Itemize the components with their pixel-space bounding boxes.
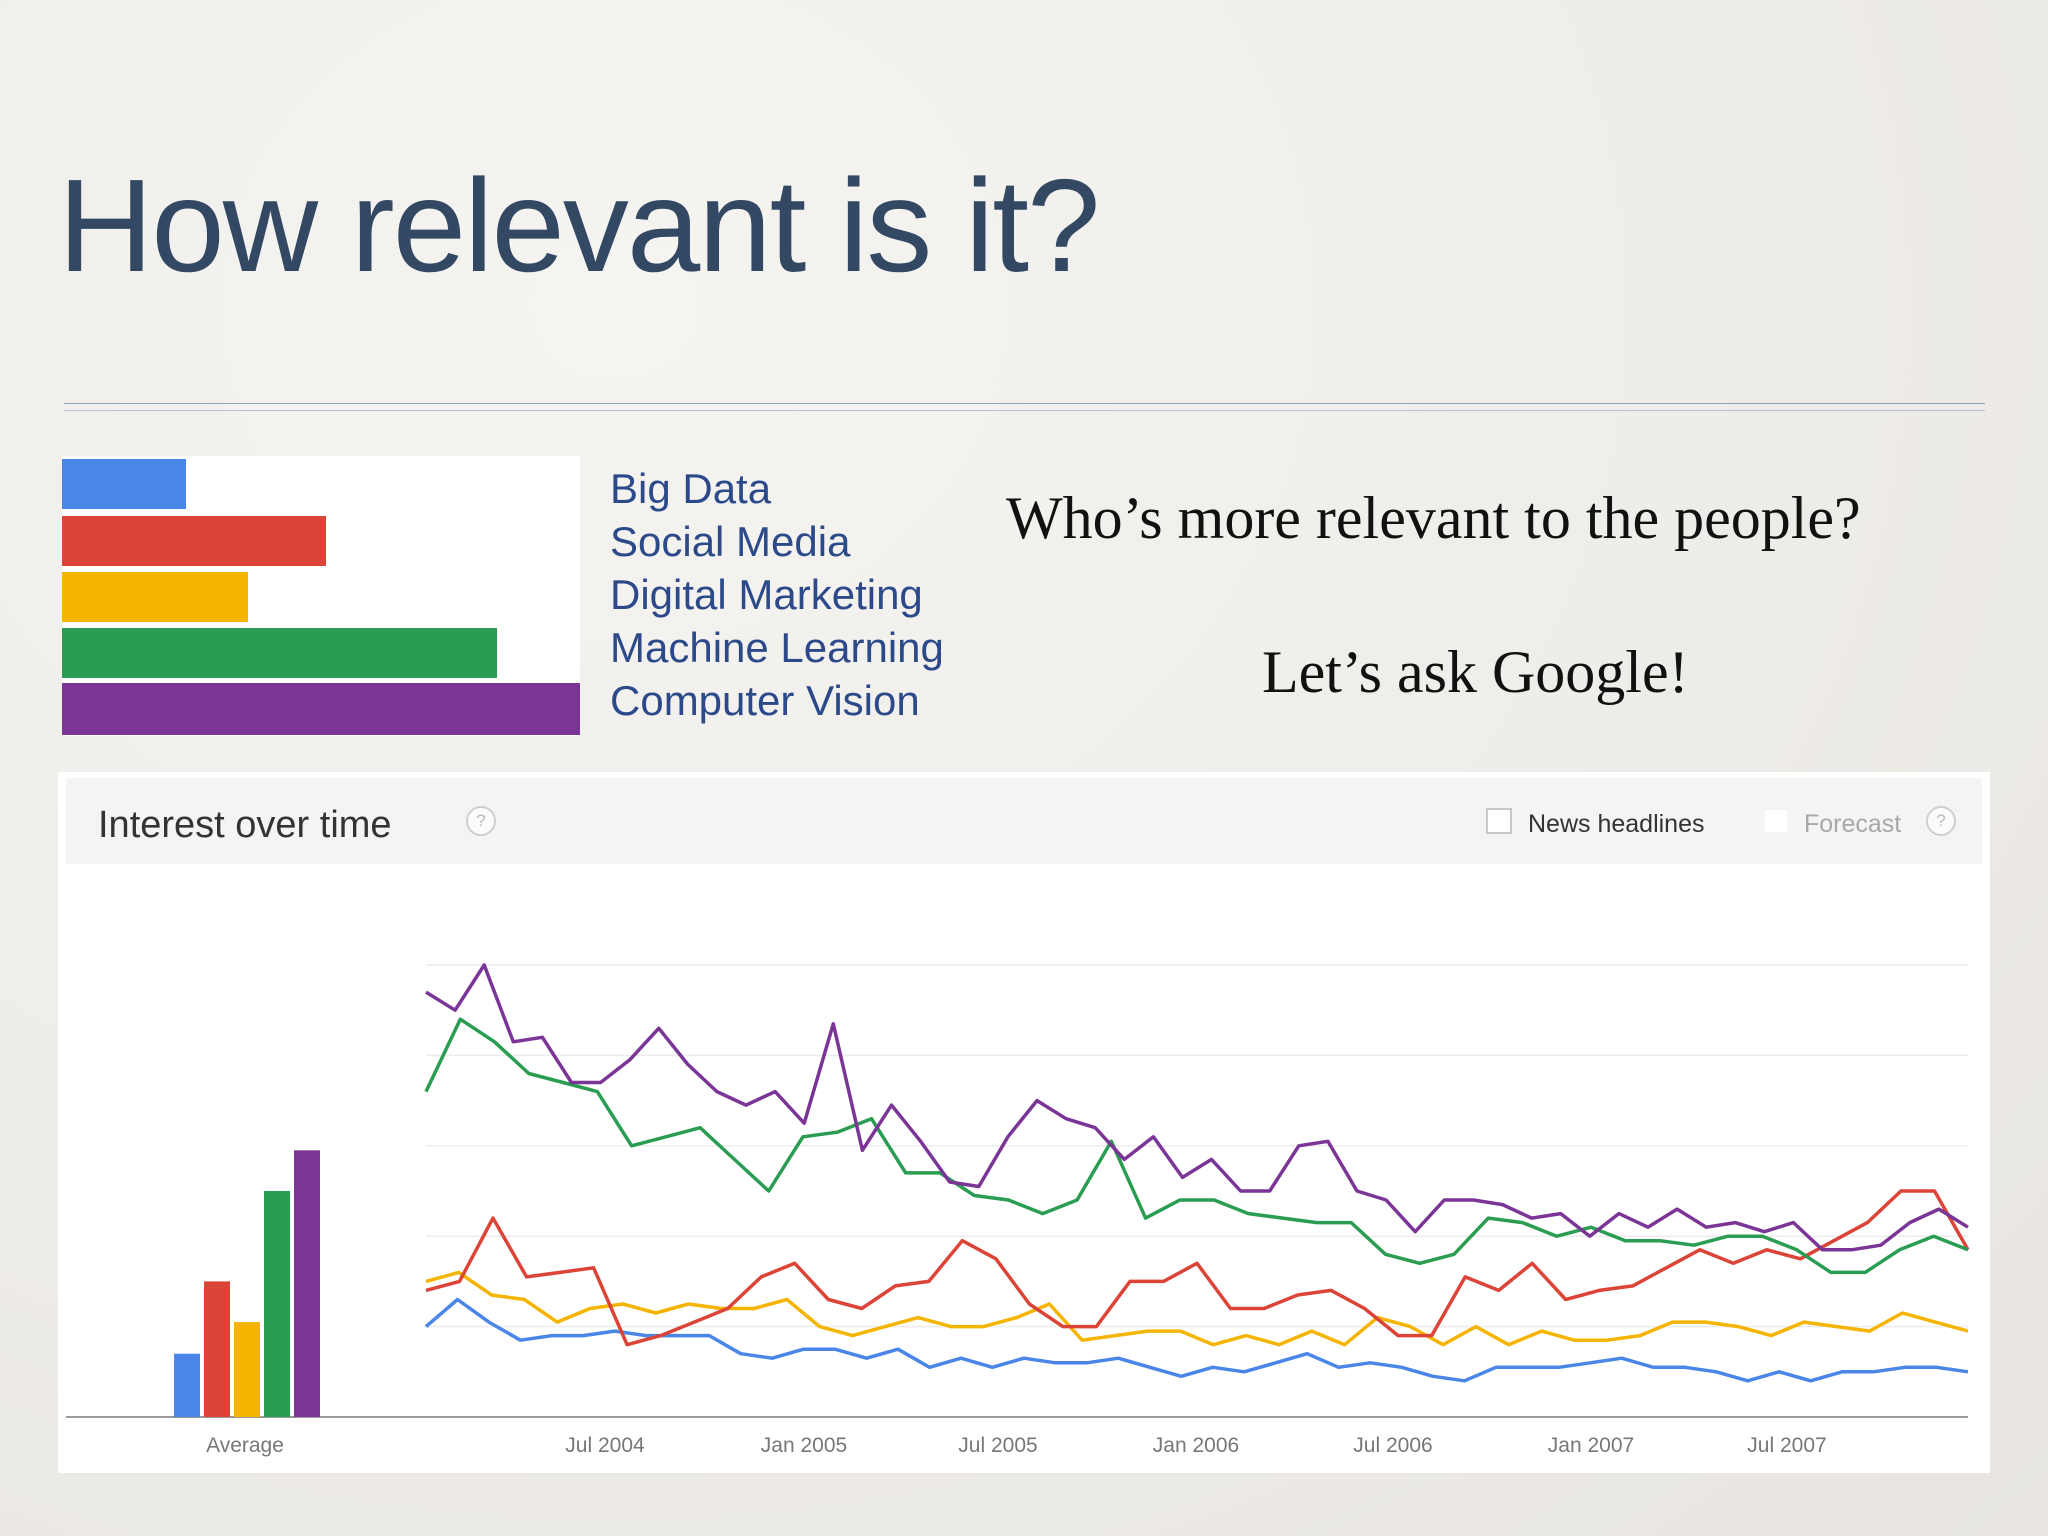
mini-bar-computer-vision <box>62 683 580 735</box>
forecast-checkbox[interactable] <box>1763 808 1789 834</box>
legend-item-digital-marketing: Digital Marketing <box>610 571 923 618</box>
forecast-help-icon[interactable]: ? <box>1926 806 1956 836</box>
mini-bar-digital-marketing <box>62 572 248 622</box>
news-headlines-label: News headlines <box>1528 810 1705 838</box>
title-divider <box>64 403 1985 404</box>
x-tick-label: Jan 2005 <box>761 1434 847 1457</box>
interest-over-time-panel: Interest over time ? News headlines Fore… <box>58 772 1990 1473</box>
panel-title: Interest over time <box>98 804 392 846</box>
legend-item-machine-learning: Machine Learning <box>610 624 944 671</box>
x-tick-label: Jul 2004 <box>565 1434 645 1457</box>
mini-bar-machine-learning <box>62 628 497 678</box>
legend-item-social-media: Social Media <box>610 518 851 565</box>
help-icon[interactable]: ? <box>466 806 496 836</box>
average-bar-big-data <box>174 1353 200 1417</box>
mini-bar-social-media <box>62 516 326 566</box>
slide-title: How relevant is it? <box>58 152 1100 299</box>
x-tick-label: Jan 2006 <box>1153 1434 1239 1457</box>
average-label: Average <box>206 1434 284 1457</box>
average-bar-computer-vision <box>294 1150 320 1417</box>
average-bar-social-media <box>204 1281 230 1417</box>
x-tick-label: Jul 2006 <box>1353 1434 1432 1457</box>
average-bar-digital-marketing <box>234 1322 260 1417</box>
news-headlines-checkbox[interactable] <box>1486 808 1512 834</box>
series-line-digital-marketing <box>425 1270 1969 1347</box>
series-line-computer-vision <box>425 963 1969 1252</box>
legend-item-computer-vision: Computer Vision <box>610 677 920 724</box>
ask-google-text: Let’s ask Google! <box>1262 639 1689 705</box>
mini-bar-chart <box>62 456 580 736</box>
x-tick-label: Jul 2007 <box>1747 1434 1826 1457</box>
panel-header: Interest over time ? News headlines Fore… <box>66 778 1982 864</box>
term-legend: Big Data Social Media Digital Marketing … <box>610 462 944 727</box>
x-tick-label: Jul 2005 <box>958 1434 1037 1457</box>
x-tick-label: Jan 2007 <box>1548 1434 1634 1457</box>
average-bar-machine-learning <box>264 1191 290 1417</box>
forecast-label: Forecast <box>1804 810 1902 838</box>
series-line-social-media <box>425 1189 1970 1347</box>
interest-line-chart: Average Jul 2004 Jan 2005 Jul 2005 Jan 2006 J… <box>66 963 1970 1457</box>
legend-item-big-data: Big Data <box>610 465 772 512</box>
mini-bar-big-data <box>62 459 186 509</box>
series-line-big-data <box>424 1297 1969 1383</box>
series-line-machine-learning <box>424 1017 1969 1275</box>
question-text: Who’s more relevant to the people? <box>1006 485 1861 551</box>
title-divider-secondary <box>64 410 1985 411</box>
